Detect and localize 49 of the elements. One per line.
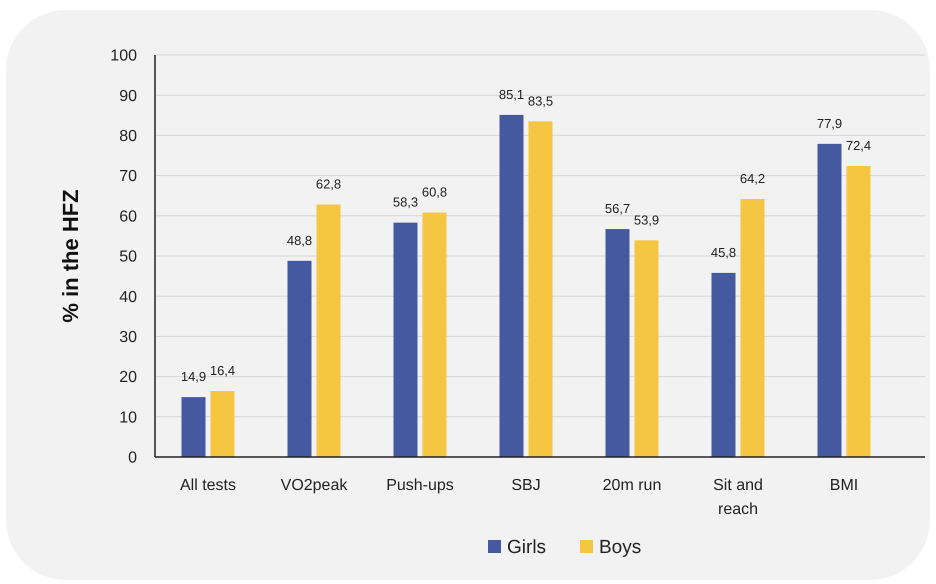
bar bbox=[740, 198, 764, 457]
x-tick-label: Sit and reach bbox=[713, 477, 763, 518]
x-tick-label: All tests bbox=[180, 477, 236, 494]
data-label: 16,4 bbox=[210, 363, 236, 378]
bar bbox=[422, 212, 446, 457]
y-tick-label: 100 bbox=[110, 48, 138, 65]
x-tick-label: 20m run bbox=[602, 477, 662, 494]
data-label: 48,8 bbox=[286, 232, 312, 248]
bar bbox=[210, 391, 234, 457]
bar bbox=[846, 166, 870, 457]
bar bbox=[316, 204, 340, 457]
data-label: 85,1 bbox=[498, 86, 524, 102]
bar bbox=[528, 121, 552, 457]
x-tick-label: SBJ bbox=[511, 477, 541, 494]
data-label: 56,7 bbox=[604, 201, 630, 216]
data-label: 77,9 bbox=[816, 116, 842, 131]
data-label: 83,5 bbox=[528, 93, 554, 108]
data-label: 64,2 bbox=[740, 170, 766, 186]
x-tick-label: Push-ups bbox=[386, 477, 454, 494]
bar bbox=[606, 229, 630, 457]
bar bbox=[634, 240, 658, 457]
y-tick-label: 30 bbox=[119, 329, 138, 346]
data-label: 14,9 bbox=[180, 369, 206, 384]
y-tick-label: 40 bbox=[119, 288, 138, 306]
y-tick-label: 90 bbox=[119, 88, 138, 105]
bar bbox=[182, 397, 206, 457]
data-label: 60,8 bbox=[422, 184, 448, 200]
bar bbox=[394, 222, 418, 457]
bar bbox=[288, 260, 312, 457]
y-tick-label: 10 bbox=[119, 409, 138, 426]
y-tick-label: 60 bbox=[119, 208, 138, 226]
data-label: 45,8 bbox=[710, 244, 736, 260]
data-label: 72,4 bbox=[846, 138, 872, 153]
y-tick-label: 20 bbox=[119, 369, 138, 386]
y-tick-label: 70 bbox=[119, 168, 138, 186]
data-label: 53,9 bbox=[634, 212, 660, 228]
legend-label: Girls bbox=[507, 537, 546, 558]
data-label: 58,3 bbox=[392, 194, 418, 210]
y-tick-label: 50 bbox=[119, 248, 138, 266]
data-label: 62,8 bbox=[316, 176, 342, 192]
bar bbox=[818, 144, 842, 457]
bar bbox=[712, 272, 736, 457]
bar bbox=[500, 114, 524, 457]
legend-label: Boys bbox=[599, 537, 642, 558]
y-tick-label: 0 bbox=[128, 450, 138, 467]
y-axis-title: % in the HFZ bbox=[58, 189, 83, 323]
x-tick-label: BMI bbox=[830, 477, 858, 494]
y-tick-label: 80 bbox=[119, 128, 138, 145]
x-tick-label: VO2peak bbox=[280, 477, 348, 494]
